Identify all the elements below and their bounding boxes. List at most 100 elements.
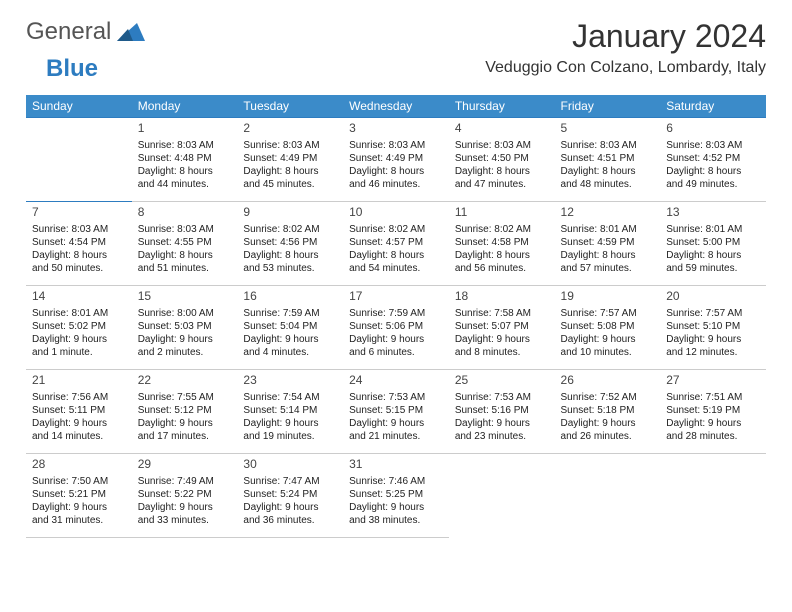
calendar-cell: 28Sunrise: 7:50 AMSunset: 5:21 PMDayligh… xyxy=(26,454,132,538)
title-block: January 2024 Veduggio Con Colzano, Lomba… xyxy=(485,18,766,77)
daylight-text: Daylight: 9 hours and 8 minutes. xyxy=(455,333,549,359)
sunset-text: Sunset: 5:00 PM xyxy=(666,236,760,249)
day-number: 4 xyxy=(455,121,549,137)
sunset-text: Sunset: 5:12 PM xyxy=(138,404,232,417)
calendar-cell: 27 Sunrise: 7:51 AMSunset: 5:19 PMDayligh… xyxy=(660,370,766,454)
day-number: 13 xyxy=(666,205,760,221)
day-number: 3 xyxy=(349,121,443,137)
daylight-text: Daylight: 9 hours and 12 minutes. xyxy=(666,333,760,359)
sunrise-text: Sunrise: 8:01 AM xyxy=(32,307,126,320)
sunrise-text: Sunrise: 8:03 AM xyxy=(138,139,232,152)
sunrise-text: Sunrise: 8:03 AM xyxy=(455,139,549,152)
daylight-text: Daylight: 9 hours and 6 minutes. xyxy=(349,333,443,359)
sunset-text: Sunset: 5:25 PM xyxy=(349,488,443,501)
calendar-cell: 30Sunrise: 7:47 AMSunset: 5:24 PMDayligh… xyxy=(237,454,343,538)
sunrise-text: Sunrise: 7:57 AM xyxy=(561,307,655,320)
day-number: 28 xyxy=(32,457,126,473)
daylight-text: Daylight: 9 hours and 19 minutes. xyxy=(243,417,337,443)
day-number: 15 xyxy=(138,289,232,305)
sunrise-text: Sunrise: 7:53 AM xyxy=(349,391,443,404)
daylight-text: Daylight: 8 hours and 51 minutes. xyxy=(138,249,232,275)
sunset-text: Sunset: 5:06 PM xyxy=(349,320,443,333)
sunrise-text: Sunrise: 8:03 AM xyxy=(561,139,655,152)
location: Veduggio Con Colzano, Lombardy, Italy xyxy=(485,59,766,77)
calendar-cell: 18 Sunrise: 7:58 AMSunset: 5:07 PMDayligh… xyxy=(449,286,555,370)
calendar-cell: 15Sunrise: 8:00 AMSunset: 5:03 PMDayligh… xyxy=(132,286,238,370)
daylight-text: Daylight: 9 hours and 38 minutes. xyxy=(349,501,443,527)
day-number: 27 xyxy=(666,373,760,389)
sunset-text: Sunset: 5:07 PM xyxy=(455,320,549,333)
day-header: Sunday xyxy=(26,95,132,118)
daylight-text: Daylight: 8 hours and 49 minutes. xyxy=(666,165,760,191)
day-number: 2 xyxy=(243,121,337,137)
calendar-cell: 14Sunrise: 8:01 AMSunset: 5:02 PMDayligh… xyxy=(26,286,132,370)
month-title: January 2024 xyxy=(485,18,766,55)
day-header: Friday xyxy=(555,95,661,118)
calendar-cell: 20Sunrise: 7:57 AMSunset: 5:10 PMDayligh… xyxy=(660,286,766,370)
sunset-text: Sunset: 5:22 PM xyxy=(138,488,232,501)
day-number: 30 xyxy=(243,457,337,473)
sunrise-text: Sunrise: 7:51 AM xyxy=(666,391,760,404)
daylight-text: Daylight: 9 hours and 31 minutes. xyxy=(32,501,126,527)
sunrise-text: Sunrise: 7:55 AM xyxy=(138,391,232,404)
calendar-cell: 22Sunrise: 7:55 AMSunset: 5:12 PMDayligh… xyxy=(132,370,238,454)
sunset-text: Sunset: 4:51 PM xyxy=(561,152,655,165)
day-header: Monday xyxy=(132,95,238,118)
sunrise-text: Sunrise: 8:02 AM xyxy=(349,223,443,236)
sunset-text: Sunset: 4:49 PM xyxy=(243,152,337,165)
daylight-text: Daylight: 9 hours and 14 minutes. xyxy=(32,417,126,443)
day-number: 23 xyxy=(243,373,337,389)
day-number: 12 xyxy=(561,205,655,221)
daylight-text: Daylight: 9 hours and 36 minutes. xyxy=(243,501,337,527)
day-number: 24 xyxy=(349,373,443,389)
daylight-text: Daylight: 9 hours and 28 minutes. xyxy=(666,417,760,443)
sunset-text: Sunset: 4:50 PM xyxy=(455,152,549,165)
day-number: 8 xyxy=(138,205,232,221)
sunset-text: Sunset: 5:02 PM xyxy=(32,320,126,333)
sunset-text: Sunset: 5:21 PM xyxy=(32,488,126,501)
day-number: 25 xyxy=(455,373,549,389)
sunrise-text: Sunrise: 8:03 AM xyxy=(666,139,760,152)
daylight-text: Daylight: 8 hours and 56 minutes. xyxy=(455,249,549,275)
sunset-text: Sunset: 4:55 PM xyxy=(138,236,232,249)
calendar-table: SundayMondayTuesdayWednesdayThursdayFrid… xyxy=(26,95,766,538)
sunset-text: Sunset: 5:19 PM xyxy=(666,404,760,417)
daylight-text: Daylight: 9 hours and 17 minutes. xyxy=(138,417,232,443)
day-number: 11 xyxy=(455,205,549,221)
sunrise-text: Sunrise: 8:02 AM xyxy=(455,223,549,236)
day-number: 14 xyxy=(32,289,126,305)
calendar-cell: 13Sunrise: 8:01 AMSunset: 5:00 PMDayligh… xyxy=(660,202,766,286)
sunrise-text: Sunrise: 7:46 AM xyxy=(349,475,443,488)
calendar-cell: 10Sunrise: 8:02 AMSunset: 4:57 PMDayligh… xyxy=(343,202,449,286)
daylight-text: Daylight: 9 hours and 10 minutes. xyxy=(561,333,655,359)
day-header: Saturday xyxy=(660,95,766,118)
sunrise-text: Sunrise: 7:52 AM xyxy=(561,391,655,404)
calendar-cell: 5Sunrise: 8:03 AMSunset: 4:51 PMDaylight… xyxy=(555,118,661,202)
calendar-cell: 8Sunrise: 8:03 AMSunset: 4:55 PMDaylight… xyxy=(132,202,238,286)
sunrise-text: Sunrise: 8:03 AM xyxy=(349,139,443,152)
sunset-text: Sunset: 4:57 PM xyxy=(349,236,443,249)
calendar-cell: 16Sunrise: 7:59 AMSunset: 5:04 PMDayligh… xyxy=(237,286,343,370)
daylight-text: Daylight: 8 hours and 57 minutes. xyxy=(561,249,655,275)
calendar-cell: 4Sunrise: 8:03 AMSunset: 4:50 PMDaylight… xyxy=(449,118,555,202)
calendar-cell: 1Sunrise: 8:03 AMSunset: 4:48 PMDaylight… xyxy=(132,118,238,202)
sunset-text: Sunset: 5:03 PM xyxy=(138,320,232,333)
sunset-text: Sunset: 4:48 PM xyxy=(138,152,232,165)
logo-text-blue: Blue xyxy=(46,55,98,82)
sunrise-text: Sunrise: 7:54 AM xyxy=(243,391,337,404)
sunset-text: Sunset: 4:59 PM xyxy=(561,236,655,249)
sunrise-text: Sunrise: 8:03 AM xyxy=(32,223,126,236)
day-header: Tuesday xyxy=(237,95,343,118)
day-number: 18 xyxy=(455,289,549,305)
calendar-cell: 19Sunrise: 7:57 AMSunset: 5:08 PMDayligh… xyxy=(555,286,661,370)
day-number: 5 xyxy=(561,121,655,137)
sunset-text: Sunset: 5:10 PM xyxy=(666,320,760,333)
calendar-cell: 9Sunrise: 8:02 AMSunset: 4:56 PMDaylight… xyxy=(237,202,343,286)
sunrise-text: Sunrise: 7:47 AM xyxy=(243,475,337,488)
daylight-text: Daylight: 9 hours and 4 minutes. xyxy=(243,333,337,359)
calendar-cell: 3Sunrise: 8:03 AMSunset: 4:49 PMDaylight… xyxy=(343,118,449,202)
calendar-cell: 26Sunrise: 7:52 AMSunset: 5:18 PMDayligh… xyxy=(555,370,661,454)
sunrise-text: Sunrise: 7:58 AM xyxy=(455,307,549,320)
day-number: 9 xyxy=(243,205,337,221)
sunset-text: Sunset: 5:08 PM xyxy=(561,320,655,333)
